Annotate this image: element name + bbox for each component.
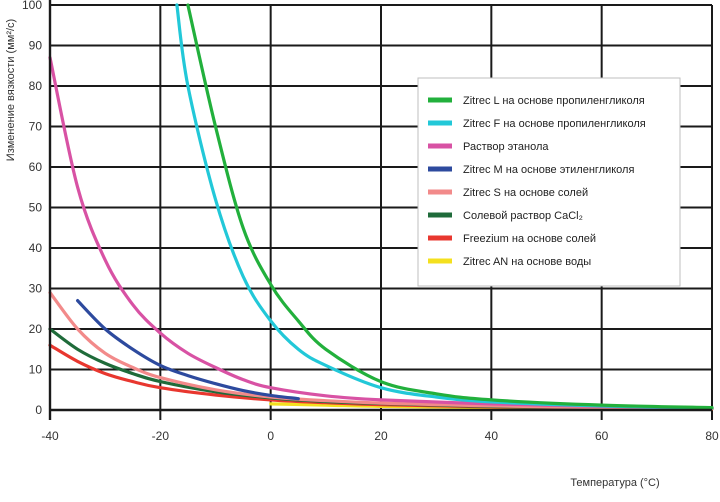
y-tick-label: 70 xyxy=(29,120,43,134)
x-tick-label: -40 xyxy=(41,429,59,443)
legend-item-label: Zitrec S на основе солей xyxy=(463,187,588,199)
y-tick-label: 80 xyxy=(29,79,43,93)
y-tick-label: 40 xyxy=(29,241,43,255)
y-tick-label: 60 xyxy=(29,160,43,174)
x-tick-label: 80 xyxy=(705,429,719,443)
legend-box xyxy=(417,77,681,287)
legend-item-label: Zitrec F на основе пропиленгликоля xyxy=(463,118,646,130)
legend-item-label: Zitrec AN на основе воды xyxy=(463,256,591,268)
y-axis-label: Изменение вязкости (мм²/с) xyxy=(5,19,17,161)
x-tick-label: 60 xyxy=(595,429,609,443)
x-tick-label: 20 xyxy=(374,429,388,443)
series-line xyxy=(76,299,300,401)
legend-item-label: Солевой раствор CaCl₂ xyxy=(463,210,583,222)
y-tick-label: 0 xyxy=(35,403,42,417)
legend-item-label: Zitrec M на основе этиленгликоля xyxy=(463,164,634,176)
series-line xyxy=(186,3,714,410)
legend-item-label: Zitrec L на основе пропиленгликоля xyxy=(463,95,645,107)
y-tick-label: 50 xyxy=(29,201,43,215)
x-axis-label: Температура (°C) xyxy=(570,477,659,489)
series-line xyxy=(48,56,714,410)
y-tick-label: 30 xyxy=(29,282,43,296)
x-tick-label: 40 xyxy=(485,429,499,443)
x-tick-label: -20 xyxy=(152,429,170,443)
legend-item-label: Freezium на основе солей xyxy=(463,233,596,245)
y-tick-label: 90 xyxy=(29,39,43,53)
x-tick-label: 0 xyxy=(267,429,274,443)
y-tick-label: 20 xyxy=(29,322,43,336)
legend-item-label: Раствор этанола xyxy=(463,141,549,153)
y-tick-label: 10 xyxy=(29,363,43,377)
y-tick-label: 100 xyxy=(22,0,42,12)
